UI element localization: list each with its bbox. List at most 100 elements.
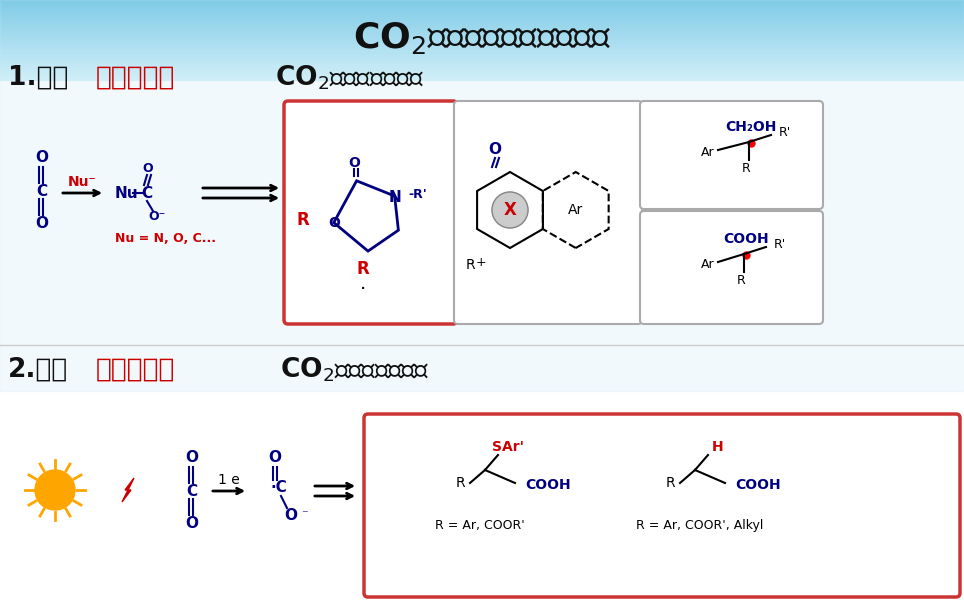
Text: Ar: Ar [701,258,715,270]
Text: 1.通过: 1.通过 [8,65,68,91]
Bar [0,6,964,7]
Bar [0,46,964,47]
Bar [0,16,964,17]
Text: -R': -R' [408,188,427,200]
Text: O: O [284,507,298,523]
Bar [0,48,964,49]
Bar [0,7,964,8]
Bar [0,45,964,46]
Bar [0,62,964,63]
Text: O: O [269,450,281,465]
Bar [0,9,964,10]
Bar [0,19,964,20]
Text: C: C [37,184,47,199]
Bar [0,22,964,23]
Text: Ar: Ar [701,146,715,158]
Bar [0,70,964,71]
Text: Nu: Nu [115,185,139,200]
Bar [0,44,964,45]
Text: .: . [360,273,366,293]
Bar [0,37,964,38]
Text: R = Ar, COOR', Alkyl: R = Ar, COOR', Alkyl [636,518,763,532]
Text: O: O [143,161,153,175]
Bar [0,58,964,59]
Bar [0,13,964,14]
Text: Nu = N, O, C...: Nu = N, O, C... [115,232,216,244]
Bar [0,12,964,13]
Bar [0,72,964,73]
Bar [0,23,964,24]
Text: R: R [466,258,475,272]
Text: Nu⁻: Nu⁻ [67,175,96,189]
Text: R: R [455,476,465,490]
Bar [0,0,964,391]
Bar [0,51,964,52]
Bar [0,64,964,65]
Bar [0,26,964,27]
Text: O: O [328,216,339,229]
Bar [0,78,964,79]
Bar [0,60,964,61]
Bar [0,57,964,58]
Text: ·C: ·C [271,480,287,495]
Text: COOH: COOH [723,232,769,246]
Text: ⁻: ⁻ [301,509,308,521]
Text: C: C [142,185,152,200]
Text: CO$_2$实现选择性转化: CO$_2$实现选择性转化 [280,356,429,384]
Bar [0,77,964,78]
Bar [0,73,964,74]
Bar [0,36,964,37]
Bar [0,61,964,62]
Bar [0,42,964,43]
Text: CO$_2$高效活化与选择性转化: CO$_2$高效活化与选择性转化 [353,20,611,56]
Text: O: O [36,216,48,231]
Bar [0,11,964,12]
Bar [0,27,964,28]
Bar [0,55,964,56]
Bar [0,67,964,68]
Text: 单电子活化: 单电子活化 [96,357,175,383]
Bar [0,15,964,16]
Bar [0,47,964,48]
Text: R: R [665,476,675,490]
Text: SAr': SAr' [492,440,524,454]
Bar [0,35,964,36]
Bar [0,1,964,2]
Bar [0,53,964,54]
Text: O⁻: O⁻ [148,211,166,223]
Bar [0,17,964,18]
Circle shape [492,192,528,228]
Bar [0,39,964,40]
Polygon shape [122,478,134,502]
Bar [0,49,964,50]
Bar [0,32,964,33]
Text: O: O [185,515,199,530]
Text: R': R' [779,126,791,140]
Text: X: X [503,201,517,219]
Bar [0,56,964,57]
Bar [0,0,964,1]
Text: 双电子活化: 双电子活化 [96,65,175,91]
Text: O: O [185,450,199,465]
Bar [0,76,964,77]
Text: COOH: COOH [735,478,781,492]
Bar [0,71,964,72]
Text: R: R [736,275,745,288]
Bar [0,38,964,39]
Text: N: N [389,190,402,205]
Text: CH₂OH: CH₂OH [725,120,777,134]
Bar [0,63,964,64]
Bar [0,5,964,6]
Bar [0,52,964,53]
Bar [0,54,964,55]
Bar [0,69,964,70]
FancyBboxPatch shape [640,101,823,209]
Bar [0,8,964,9]
Bar [0,79,964,80]
FancyBboxPatch shape [454,101,642,324]
Bar [0,18,964,19]
Bar [0,20,964,21]
Text: R: R [297,211,309,229]
Bar [0,40,964,41]
Circle shape [35,470,75,510]
